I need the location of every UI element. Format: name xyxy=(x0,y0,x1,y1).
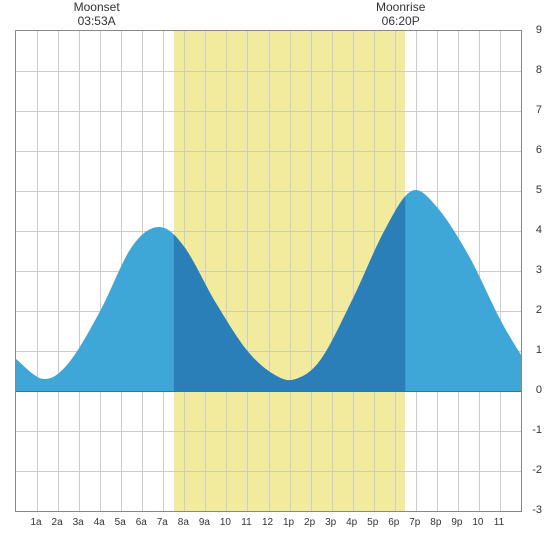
x-tick: 11 xyxy=(494,517,504,528)
tide-area-svg xyxy=(16,31,521,511)
moonrise-label: Moonrise xyxy=(376,0,425,14)
y-tick: 4 xyxy=(536,224,542,236)
y-tick: 8 xyxy=(536,64,542,76)
x-tick: 6a xyxy=(136,517,147,528)
y-axis: -3-2-10123456789 xyxy=(522,30,550,510)
moonrise-time: 06:20P xyxy=(376,14,425,28)
x-tick: 3a xyxy=(73,517,84,528)
moonset-label-group: Moonset 03:53A xyxy=(74,0,120,29)
x-tick: 10 xyxy=(220,517,231,528)
x-tick: 4p xyxy=(346,517,357,528)
y-tick: 0 xyxy=(536,384,542,396)
x-tick: 11 xyxy=(241,517,251,528)
x-tick: 2p xyxy=(304,517,315,528)
plot-area xyxy=(15,30,522,512)
x-tick: 4a xyxy=(94,517,105,528)
x-tick: 10 xyxy=(472,517,483,528)
y-tick: 5 xyxy=(536,184,542,196)
x-tick: 9a xyxy=(199,517,210,528)
x-tick: 8a xyxy=(178,517,189,528)
y-tick: 1 xyxy=(536,344,542,356)
x-tick: 3p xyxy=(325,517,336,528)
x-tick: 5a xyxy=(115,517,126,528)
x-tick: 1a xyxy=(30,517,41,528)
y-tick: 7 xyxy=(536,104,542,116)
moonrise-label-group: Moonrise 06:20P xyxy=(376,0,425,29)
y-tick: 9 xyxy=(536,24,542,36)
x-axis: 1a 2a 3a 4a 5a 6a 7a 8a 9a 10 11 12 1p 2p 3p 4p 5p 6p 7p 8p… xyxy=(15,515,520,545)
tide-area-light xyxy=(16,190,521,391)
x-tick: 7a xyxy=(157,517,168,528)
x-tick: 7p xyxy=(409,517,420,528)
x-tick: 2a xyxy=(52,517,63,528)
y-tick: -2 xyxy=(532,464,542,476)
x-tick: 8p xyxy=(430,517,441,528)
y-tick: 2 xyxy=(536,304,542,316)
x-tick: 6p xyxy=(388,517,399,528)
moonset-label: Moonset xyxy=(74,0,120,14)
x-tick: 12 xyxy=(262,517,273,528)
y-tick: -3 xyxy=(532,504,542,516)
x-tick: 9p xyxy=(451,517,462,528)
moonset-time: 03:53A xyxy=(74,14,120,28)
tide-chart-container: Moonset 03:53A Moonrise 06:20P -3-2-1012… xyxy=(0,0,550,550)
y-tick: 6 xyxy=(536,144,542,156)
x-tick: 5p xyxy=(367,517,378,528)
y-tick: 3 xyxy=(536,264,542,276)
x-tick: 1p xyxy=(283,517,294,528)
y-tick: -1 xyxy=(532,424,542,436)
